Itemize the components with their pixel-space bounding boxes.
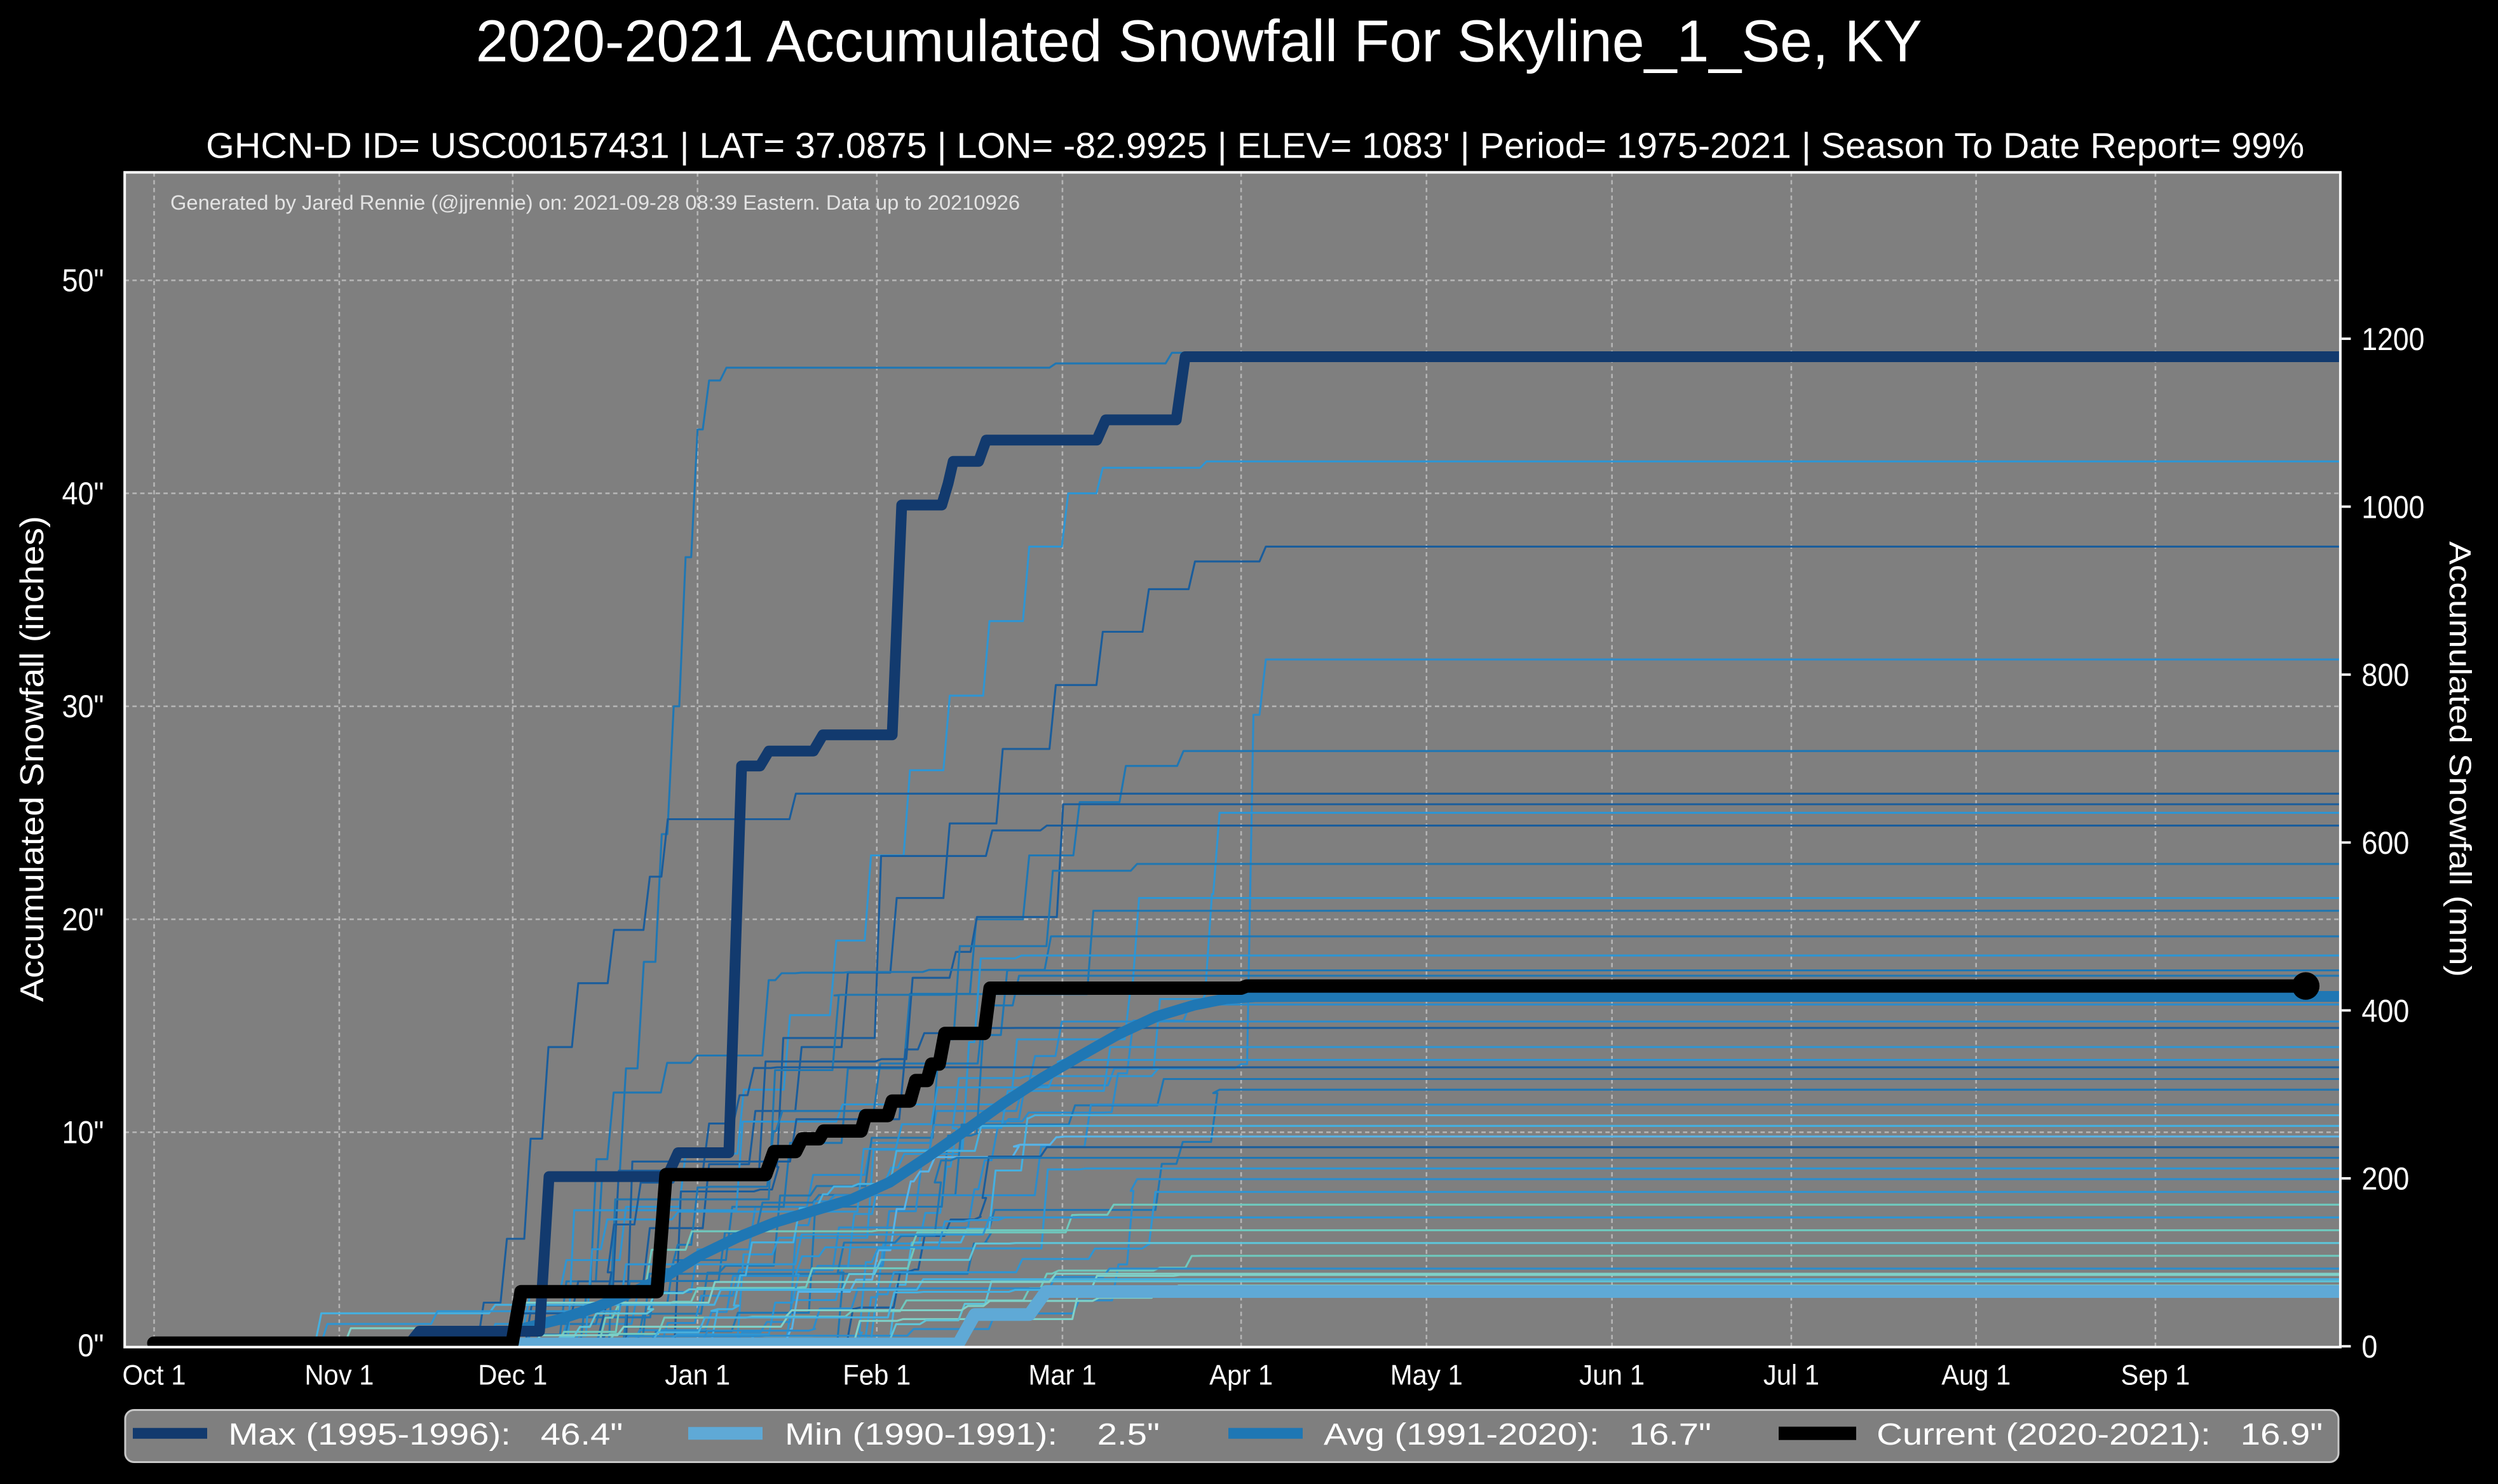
svg-text:400: 400 [2361,992,2409,1029]
svg-text:Jun 1: Jun 1 [1579,1360,1645,1391]
svg-text:40": 40" [62,475,104,511]
svg-text:1000: 1000 [2361,489,2424,525]
svg-text:20": 20" [62,901,104,937]
svg-text:2020-2021 Accumulated Snowfall: 2020-2021 Accumulated Snowfall For Skyli… [476,8,1922,74]
svg-text:Min (1990-1991): 2.5": Min (1990-1991): 2.5" [785,1418,1160,1452]
svg-text:Aug 1: Aug 1 [1941,1360,2011,1391]
svg-text:Accumulated Snowfall (mm): Accumulated Snowfall (mm) [2443,541,2477,977]
svg-text:Jan 1: Jan 1 [665,1360,730,1391]
svg-text:Current (2020-2021): 16.9": Current (2020-2021): 16.9" [1877,1418,2323,1452]
svg-text:10": 10" [62,1114,104,1150]
svg-text:Avg (1991-2020): 16.7": Avg (1991-2020): 16.7" [1324,1418,1711,1452]
svg-text:Mar 1: Mar 1 [1028,1360,1096,1391]
svg-text:May 1: May 1 [1390,1360,1463,1391]
svg-text:Accumulated Snowfall (inches): Accumulated Snowfall (inches) [14,516,51,1002]
svg-text:0": 0" [78,1327,104,1363]
svg-text:Nov 1: Nov 1 [304,1360,374,1391]
svg-text:1200: 1200 [2361,321,2424,357]
svg-text:Feb 1: Feb 1 [843,1360,911,1391]
svg-text:GHCN-D ID= USC00157431 | LAT=: GHCN-D ID= USC00157431 | LAT= 37.0875 | … [206,125,2304,165]
svg-text:600: 600 [2361,825,2409,861]
svg-text:Sep 1: Sep 1 [2121,1360,2190,1391]
svg-text:Jul 1: Jul 1 [1763,1360,1819,1391]
svg-text:30": 30" [62,688,104,724]
svg-text:Oct 1: Oct 1 [123,1360,186,1391]
svg-text:Apr 1: Apr 1 [1209,1360,1273,1391]
svg-text:200: 200 [2361,1161,2409,1197]
svg-text:Max (1995-1996): 46.4": Max (1995-1996): 46.4" [228,1418,623,1452]
svg-text:Generated by Jared Rennie (@jj: Generated by Jared Rennie (@jjrennie) on… [170,191,1020,214]
svg-text:Dec 1: Dec 1 [478,1360,547,1391]
svg-text:0: 0 [2361,1328,2377,1365]
svg-text:800: 800 [2361,657,2409,693]
svg-text:50": 50" [62,262,104,299]
